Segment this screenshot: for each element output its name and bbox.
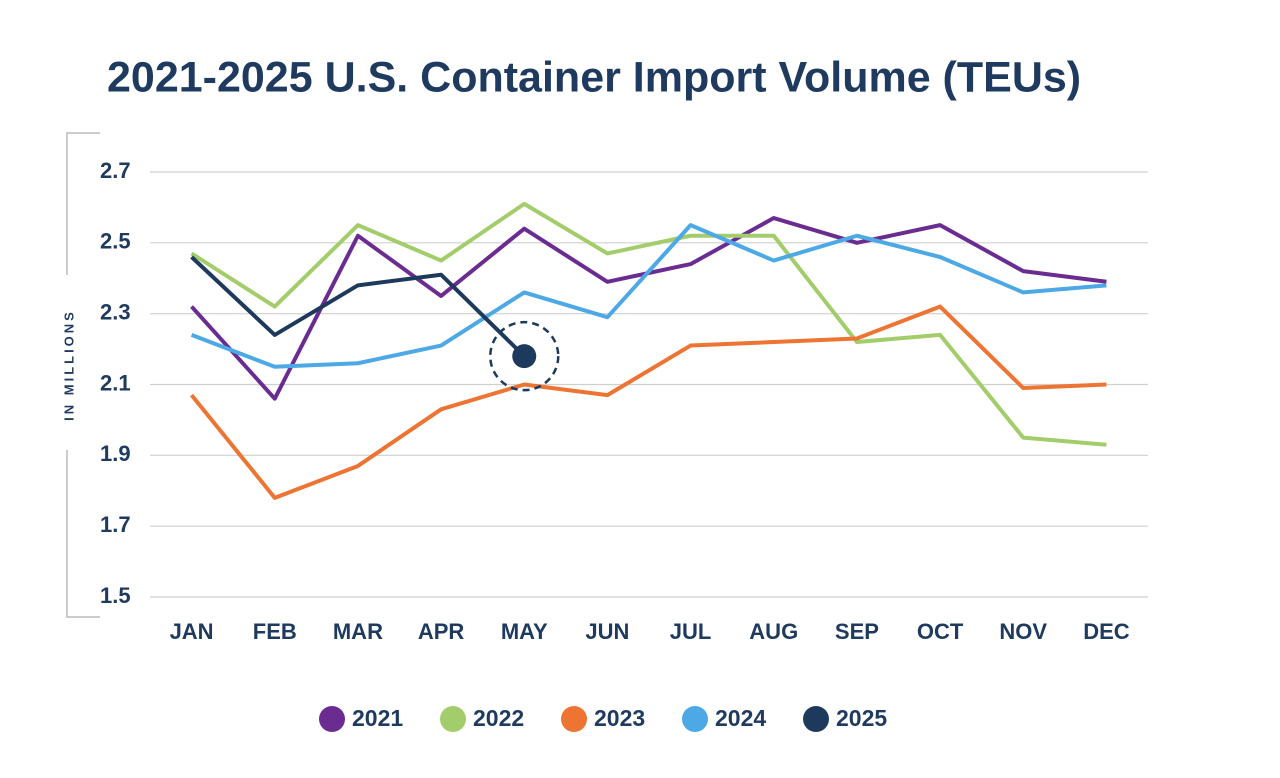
x-tick-label: SEP xyxy=(835,619,879,644)
y-tick-label: 2.5 xyxy=(100,229,131,254)
x-tick-label: OCT xyxy=(917,619,964,644)
x-tick-label: MAY xyxy=(501,619,548,644)
legend-label: 2025 xyxy=(836,705,887,731)
legend-swatch xyxy=(319,706,345,732)
legend-label: 2021 xyxy=(352,705,403,731)
legend-swatch xyxy=(561,706,587,732)
chart-title: 2021-2025 U.S. Container Import Volume (… xyxy=(107,53,1081,101)
legend-label: 2022 xyxy=(473,705,524,731)
series-line xyxy=(190,201,1107,447)
x-tick-label: FEB xyxy=(253,619,297,644)
x-tick-label: JUL xyxy=(670,619,712,644)
highlight-ring xyxy=(489,320,560,392)
legend-swatch xyxy=(682,706,708,732)
series-line xyxy=(190,304,1107,500)
y-tick-label: 1.5 xyxy=(100,583,131,608)
series-line xyxy=(190,255,526,358)
y-tick-label: 2.3 xyxy=(100,299,131,324)
y-tick-label: 2.7 xyxy=(100,158,131,183)
legend-label: 2024 xyxy=(715,705,766,731)
x-tick-label: AUG xyxy=(749,619,798,644)
y-tick-label: 1.9 xyxy=(100,441,131,466)
series-line xyxy=(190,223,1107,369)
highlight-dot xyxy=(512,344,537,369)
legend-swatch xyxy=(803,706,829,732)
legend-label: 2023 xyxy=(594,705,645,731)
legend-swatch xyxy=(440,706,466,732)
x-tick-label: APR xyxy=(418,619,465,644)
y-tick-label: 1.7 xyxy=(100,512,131,537)
x-tick-label: JAN xyxy=(170,619,214,644)
x-tick-label: DEC xyxy=(1083,619,1130,644)
x-tick-label: MAR xyxy=(333,619,383,644)
y-axis-label: IN MILLIONS xyxy=(61,309,76,421)
axis-bracket xyxy=(66,132,100,618)
y-tick-label: 2.1 xyxy=(100,370,131,395)
x-tick-label: JUN xyxy=(585,619,629,644)
x-tick-label: NOV xyxy=(999,619,1047,644)
